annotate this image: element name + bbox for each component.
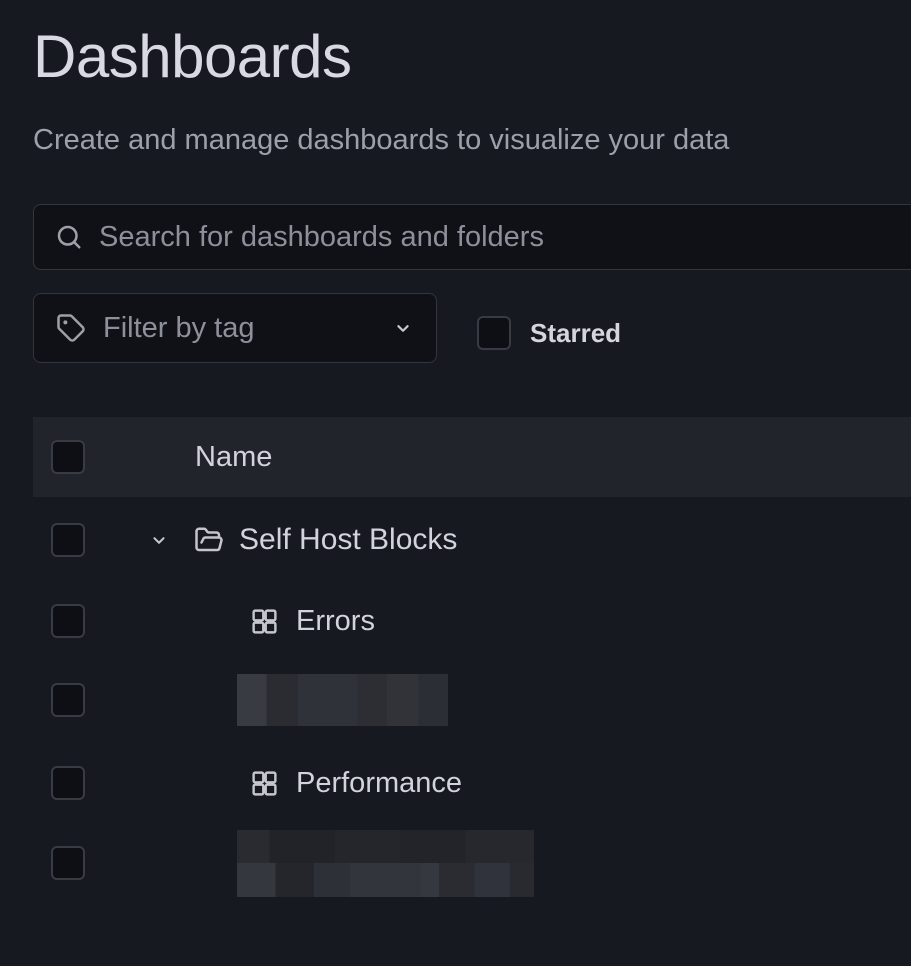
redacted-blur-band <box>237 862 534 897</box>
starred-label: Starred <box>530 317 622 348</box>
tag-filter-label: Filter by tag <box>103 311 255 344</box>
collapse-chevron-icon[interactable] <box>148 529 170 551</box>
table-row-folder: Self Host Blocks <box>33 500 911 580</box>
row-checkbox[interactable] <box>51 604 85 638</box>
table-row-redacted <box>33 660 911 740</box>
table-row-dashboard: Errors <box>33 581 911 661</box>
starred-checkbox[interactable] <box>477 316 511 350</box>
tag-icon <box>56 313 86 343</box>
starred-filter: Starred <box>477 314 621 352</box>
dashboard-link[interactable]: Errors <box>296 604 375 637</box>
row-checkbox[interactable] <box>51 523 85 557</box>
redacted-blur-band <box>237 829 534 863</box>
page-subtitle: Create and manage dashboards to visualiz… <box>33 124 730 156</box>
tag-filter-dropdown[interactable]: Filter by tag <box>33 293 437 363</box>
redacted-dashboard-link[interactable] <box>237 674 448 726</box>
table-row-redacted <box>33 823 911 903</box>
table-row-dashboard: Performance <box>33 743 911 823</box>
redacted-dashboard-link[interactable] <box>237 829 534 897</box>
page-title: Dashboards <box>33 23 352 90</box>
search-icon <box>54 222 84 252</box>
folder-open-icon <box>194 525 224 555</box>
name-column-header: Name <box>195 440 273 473</box>
folder-link[interactable]: Self Host Blocks <box>239 523 458 556</box>
apps-icon <box>250 769 279 798</box>
row-checkbox[interactable] <box>51 766 85 800</box>
row-checkbox[interactable] <box>51 683 85 717</box>
select-all-checkbox[interactable] <box>51 440 85 474</box>
dashboard-link[interactable]: Performance <box>296 766 463 799</box>
row-checkbox[interactable] <box>51 846 85 880</box>
chevron-down-icon <box>392 317 414 339</box>
search-input[interactable] <box>99 220 910 254</box>
apps-icon <box>250 607 279 636</box>
table-header: Name <box>33 417 911 497</box>
dashboard-search-box <box>33 204 911 270</box>
